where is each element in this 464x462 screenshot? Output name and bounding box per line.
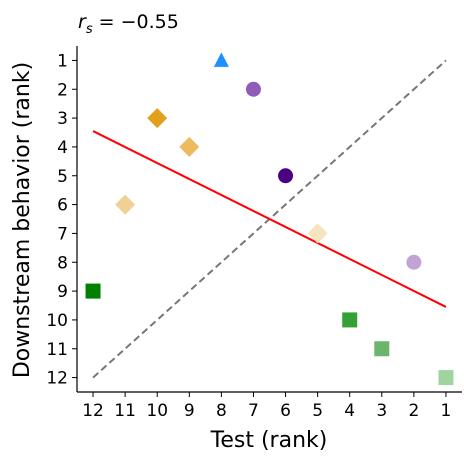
x-tick-label-1: 1 [441, 401, 452, 421]
data-point-8 [406, 254, 422, 270]
title-value: = −0.55 [93, 11, 179, 33]
x-tick-label-2: 2 [408, 401, 419, 421]
x-tick-label-6: 6 [280, 401, 291, 421]
y-tick-label-9: 9 [57, 282, 68, 302]
x-tick-label-8: 8 [216, 401, 227, 421]
data-point-12 [438, 370, 454, 386]
data-point-2 [245, 81, 261, 97]
y-axis-label: Downstream behavior (rank) [10, 62, 35, 378]
data-point-7 [307, 223, 328, 244]
y-tick-label-2: 2 [57, 80, 68, 100]
x-tick-label-9: 9 [184, 401, 195, 421]
data-point-3 [147, 108, 168, 129]
regression-line [92, 130, 447, 308]
y-tick-label-3: 3 [57, 109, 68, 129]
data-point-11 [374, 341, 390, 357]
y-tick-label-12: 12 [46, 369, 68, 389]
data-points [85, 52, 454, 386]
y-tick-label-4: 4 [57, 138, 68, 158]
title-subscript: s [86, 22, 93, 37]
x-axis-label: Test (rank) [210, 428, 328, 453]
y-tick-label-7: 7 [57, 224, 68, 244]
data-point-4 [179, 136, 200, 157]
title-variable: r [78, 11, 87, 33]
data-point-6 [115, 194, 136, 215]
x-tick-label-12: 12 [82, 401, 104, 421]
y-tick-label-5: 5 [57, 167, 68, 187]
x-tick-label-5: 5 [312, 401, 323, 421]
data-point-5 [278, 168, 294, 184]
x-tick-label-4: 4 [344, 401, 355, 421]
y-tick-label-6: 6 [57, 196, 68, 216]
data-point-1 [213, 52, 229, 67]
x-tick-label-3: 3 [376, 401, 387, 421]
y-tick-label-10: 10 [46, 311, 68, 331]
data-point-10 [342, 312, 358, 328]
chart-title: rs = −0.55 [78, 11, 179, 37]
data-point-9 [85, 283, 101, 299]
y-tick-label-11: 11 [46, 340, 68, 360]
y-tick-label-8: 8 [57, 253, 68, 273]
x-tick-label-10: 10 [146, 401, 168, 421]
reference-lines [92, 59, 447, 379]
x-tick-label-7: 7 [248, 401, 259, 421]
y-tick-label-1: 1 [57, 51, 68, 71]
x-tick-label-11: 11 [114, 401, 136, 421]
